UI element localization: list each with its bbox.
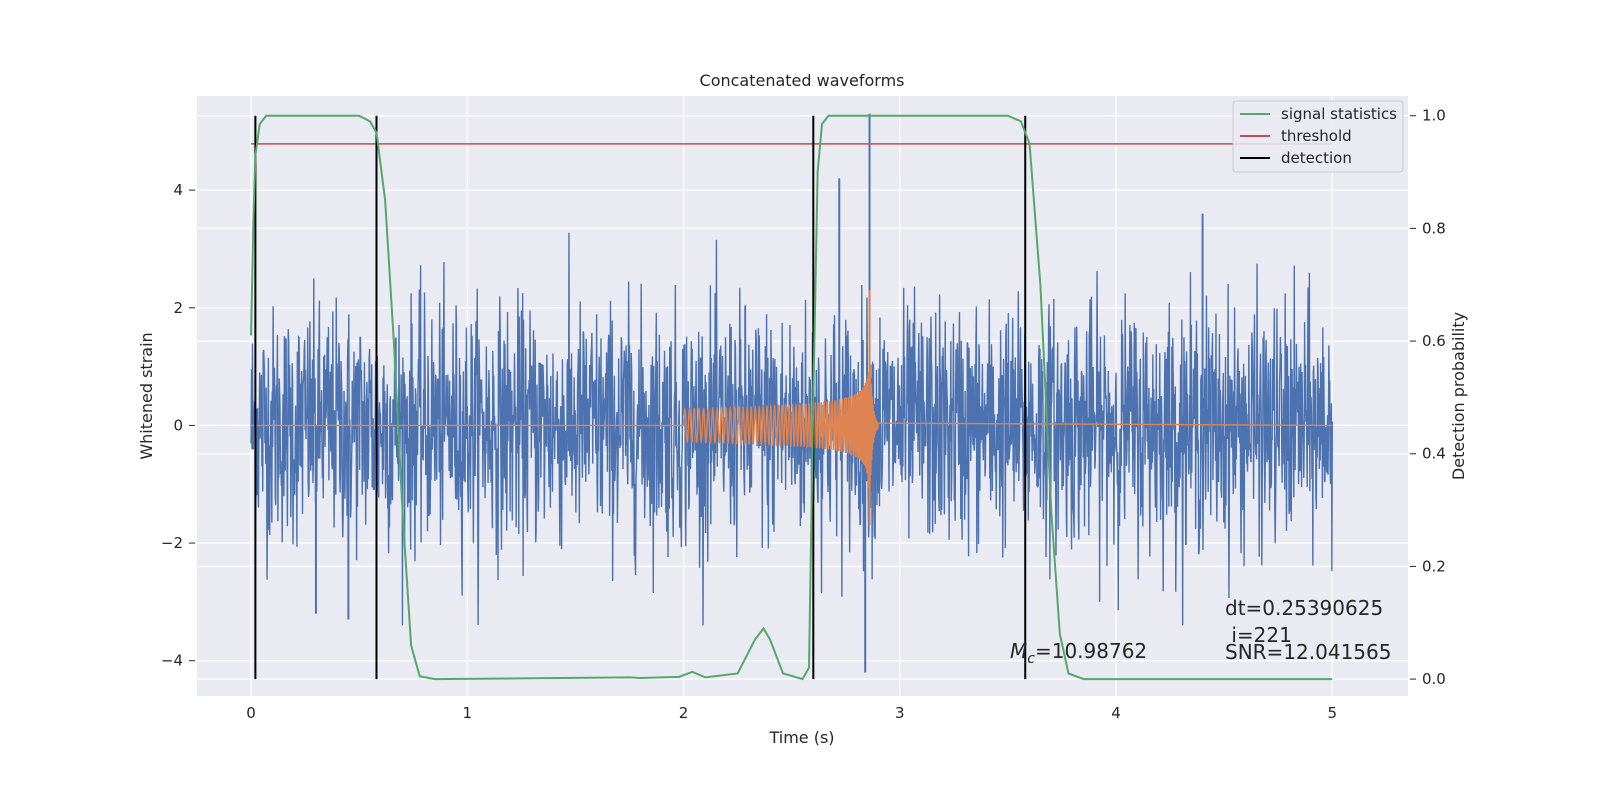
chart-title: Concatenated waveforms: [700, 71, 905, 90]
x-tick-label: 3: [895, 704, 905, 722]
legend-box: [1232, 100, 1404, 173]
y-right-tick-label: 1.0: [1422, 107, 1446, 125]
y-axis-label-left: Whitened strain: [137, 332, 156, 459]
x-tick-label: 1: [463, 704, 473, 722]
legend-label-threshold: threshold: [1281, 127, 1352, 145]
annotation-dt: dt=0.25390625: [1225, 596, 1383, 620]
y-right-tick-label: 0.6: [1422, 332, 1446, 350]
x-tick-label: 0: [246, 704, 256, 722]
annotation-chirp-mass: Mc=10.98762: [1010, 639, 1147, 667]
legend-label-signal-statistics: signal statistics: [1281, 105, 1397, 123]
mc-value: =10.98762: [1035, 639, 1147, 663]
x-tick-label: 2: [679, 704, 689, 722]
x-tick-label: 4: [1111, 704, 1121, 722]
x-axis-label: Time (s): [768, 728, 834, 747]
mc-symbol: M: [1010, 639, 1027, 663]
y-left-tick-label: 2: [173, 299, 183, 317]
y-right-tick-label: 0.4: [1422, 445, 1446, 463]
strain-line: [250, 232, 1334, 626]
y-left-tick-label: 4: [173, 181, 183, 199]
axis-ticks: 0 1 2 3 4 5 4 2 0 −2 −4 1.0 0.8 0.6 0.4 0.2 0.0: [161, 107, 1446, 722]
strain-series: [250, 113, 1334, 673]
annotations: Mc=10.98762 dt=0.25390625 i=221 SNR=12.0…: [1010, 596, 1391, 667]
mc-subscript: c: [1027, 651, 1035, 667]
waveform-line: [251, 341, 1333, 496]
probability-series: [250, 114, 1333, 681]
annotation-index: i=221: [1225, 623, 1292, 647]
y-right-tick-label: 0.2: [1422, 557, 1446, 575]
waveform-series: [251, 290, 1333, 526]
y-right-tick-label: 0.0: [1422, 670, 1446, 688]
y-right-tick-label: 0.8: [1422, 219, 1446, 237]
y-left-tick-label: 0: [173, 416, 183, 434]
legend-label-detection: detection: [1281, 149, 1352, 167]
y-left-tick-label: −4: [161, 652, 183, 670]
legend: signal statistics threshold detection: [1232, 100, 1404, 173]
y-left-tick-label: −2: [161, 534, 183, 552]
annotation-snr: SNR=12.041565: [1225, 640, 1391, 664]
y-axis-label-right: Detection probability: [1449, 312, 1468, 480]
x-tick-label: 5: [1328, 704, 1338, 722]
signal-statistics-line: [250, 114, 1333, 681]
